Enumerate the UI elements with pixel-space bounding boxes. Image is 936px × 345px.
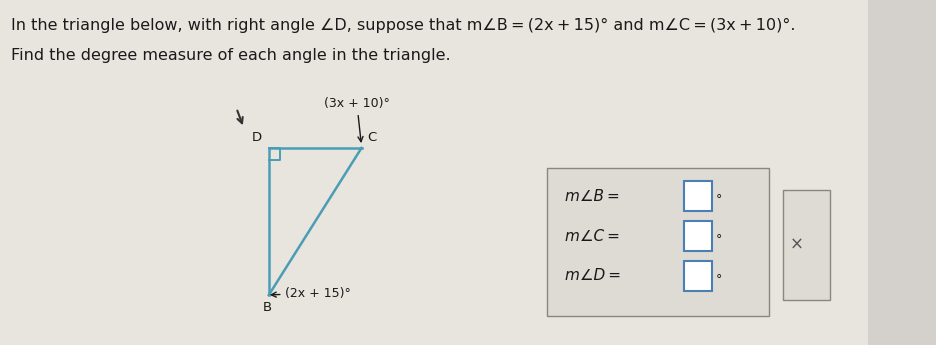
FancyBboxPatch shape bbox=[684, 181, 712, 211]
Text: D: D bbox=[251, 131, 261, 144]
FancyBboxPatch shape bbox=[684, 261, 712, 291]
FancyBboxPatch shape bbox=[0, 0, 868, 345]
Text: (3x + 10)°: (3x + 10)° bbox=[324, 97, 389, 142]
Text: Find the degree measure of each angle in the triangle.: Find the degree measure of each angle in… bbox=[11, 48, 451, 63]
FancyBboxPatch shape bbox=[783, 190, 829, 300]
Text: °: ° bbox=[716, 193, 722, 206]
Text: °: ° bbox=[716, 273, 722, 286]
Text: m∠C =: m∠C = bbox=[565, 228, 621, 244]
Text: C: C bbox=[367, 131, 376, 144]
FancyBboxPatch shape bbox=[547, 168, 769, 316]
Text: (2x + 15)°: (2x + 15)° bbox=[271, 286, 351, 299]
Text: m∠B =: m∠B = bbox=[565, 188, 621, 204]
Text: B: B bbox=[262, 301, 271, 314]
Text: °: ° bbox=[716, 233, 722, 246]
Text: m∠D =: m∠D = bbox=[565, 268, 622, 284]
FancyBboxPatch shape bbox=[684, 221, 712, 251]
Text: In the triangle below, with right angle ∠D, suppose that m∠B = (2x + 15)° and m∠: In the triangle below, with right angle … bbox=[11, 18, 796, 33]
Text: ×: × bbox=[790, 236, 804, 254]
